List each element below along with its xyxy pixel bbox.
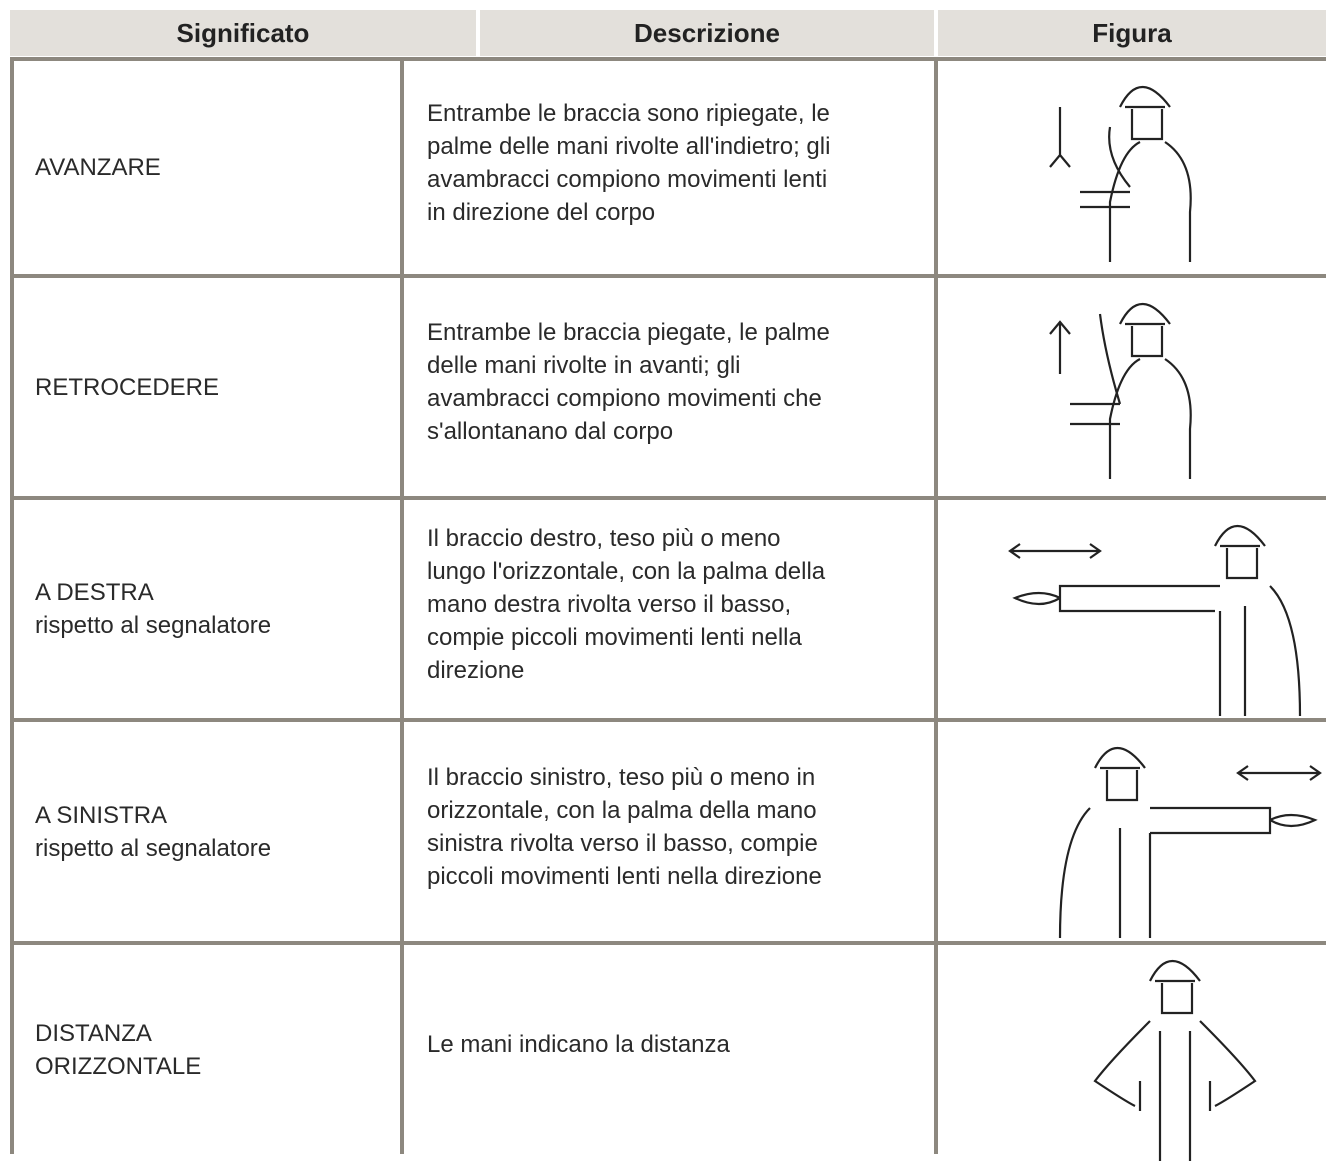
description-line: s'allontanano dal corpo [427,418,674,445]
signal-figure [1008,525,1302,716]
description-line: palme delle mani rivolte all'indietro; g… [427,132,831,160]
row-border [10,57,1326,61]
meaning-cell: AVANZARE [35,61,395,274]
meaning-text: RETROCEDERE [35,373,220,401]
description-line: mano destra rivolta verso il basso, [427,590,792,618]
description-line: compie piccoli movimenti lenti nella [427,623,802,651]
description-cell: Entrambe le braccia sono ripiegate, le pa… [427,61,927,264]
description-line: Entrambe le braccia sono ripiegate, le [427,99,830,127]
description-line: piccoli movimenti lenti nella direzione [427,862,822,890]
description-line: Le mani indicano la distanza [427,1031,730,1058]
header-cell: Significato [10,10,476,56]
meaning-text: A DESTRA [35,579,154,606]
figure-outline [1049,86,1192,262]
description-line: avambracci compiono movimenti che [427,385,822,412]
description-cell: Il braccio destro, teso più o meno lungo … [427,500,927,708]
header-cell: Figura [938,10,1326,56]
figure-outline [1093,960,1257,1161]
meaning-text: A SINISTRA [35,801,168,829]
description-line: sinistra rivolta verso il basso, compie [427,829,818,857]
description-cell: Il braccio sinistro, teso più o meno in o… [427,722,927,931]
meaning-cell: DISTANZA ORIZZONTALE [35,945,395,1154]
description-line: in direzione del corpo [427,198,656,226]
meaning-cell: A SINISTRA rispetto al segnalatore [35,722,395,941]
header-cell: Descrizione [480,10,934,56]
figure-outline [1058,747,1322,938]
row-border [10,718,1326,722]
row-border [10,496,1326,500]
signal-figure [1049,303,1192,479]
meaning-text: rispetto al segnalatore [35,834,272,862]
figure-outline [1008,525,1302,716]
meaning-text: ORIZZONTALE [35,1052,202,1080]
column-border [934,57,938,1154]
row-border [10,274,1326,278]
figure-outline [1049,303,1192,479]
column-border [10,57,14,1154]
meaning-text: AVANZARE [35,154,161,181]
signal-figure [1093,960,1257,1161]
description-line: Il braccio sinistro, teso più o meno in [427,763,816,791]
description-cell: Entrambe le braccia piegate, le palme del… [427,278,927,486]
column-border [400,57,404,1154]
description-line: Il braccio destro, teso più o meno [427,524,781,552]
description-line: lungo l'orizzontale, con la palma della [427,557,826,585]
meaning-cell: A DESTRA rispetto al segnalatore [35,500,395,718]
signal-figure [1049,86,1192,262]
description-line: direzione [427,656,525,684]
signal-figure [1058,747,1322,938]
description-cell: Le mani indicano la distanza [427,945,927,1144]
meaning-cell: RETROCEDERE [35,278,395,496]
description-line: avambracci compiono movimenti lenti [427,165,828,193]
description-line: delle mani rivolte in avanti; gli [427,352,741,379]
row-border [10,941,1326,945]
description-line: Entrambe le braccia piegate, le palme [427,319,830,346]
meaning-text: rispetto al segnalatore [35,612,272,639]
description-line: orizzontale, con la palma della mano [427,796,817,824]
meaning-text: DISTANZA [35,1019,152,1047]
